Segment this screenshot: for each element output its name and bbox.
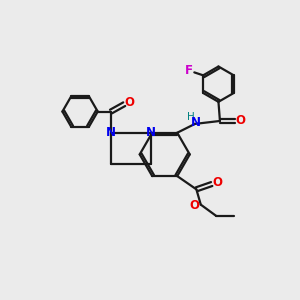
Text: N: N [191, 116, 201, 129]
Text: O: O [124, 96, 134, 109]
Text: O: O [236, 115, 245, 128]
Text: O: O [189, 199, 199, 212]
Text: F: F [185, 64, 193, 77]
Text: N: N [106, 126, 116, 139]
Text: N: N [146, 126, 156, 139]
Text: H: H [188, 112, 195, 122]
Text: O: O [213, 176, 223, 189]
